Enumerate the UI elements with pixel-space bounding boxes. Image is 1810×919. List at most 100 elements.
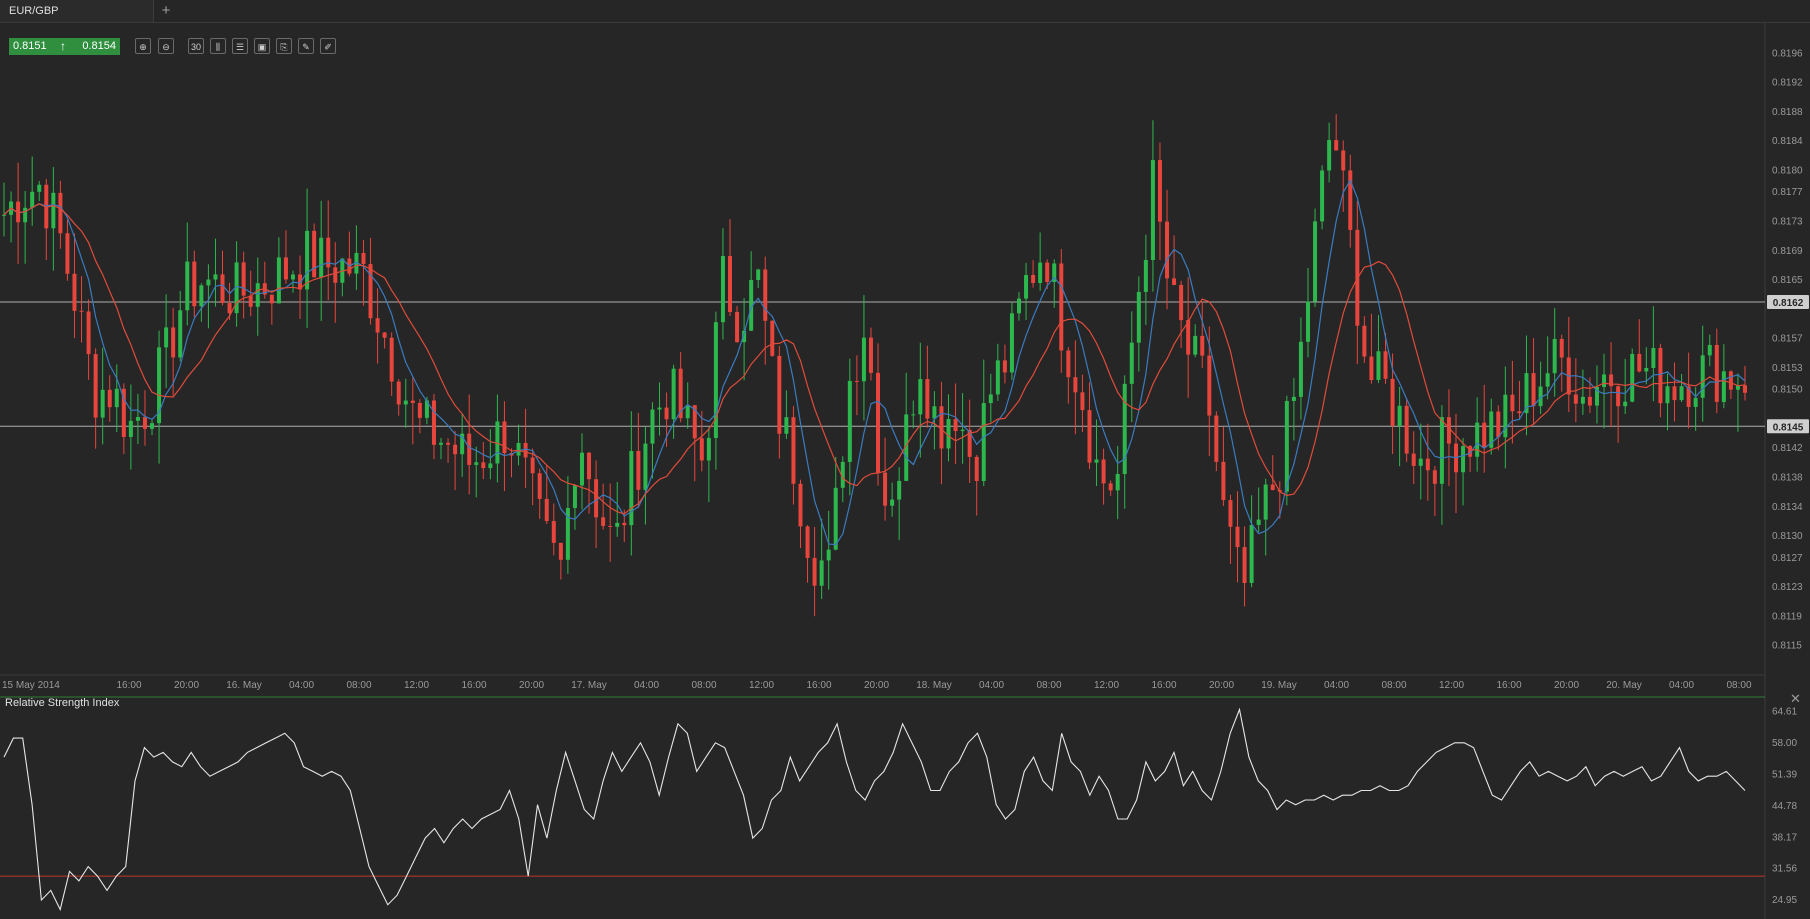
candle-body [1073,377,1078,393]
candle-body [594,479,599,518]
candle-body [37,184,42,192]
candle-body [1334,140,1339,151]
indicators-icon[interactable]: ☰ [232,38,248,54]
candle-body [1411,453,1416,466]
candle-body [283,257,288,280]
candle-body [1052,263,1057,282]
time-tick-label: 16:00 [116,680,141,691]
candle-body [453,444,458,455]
rsi-title: Relative Strength Index [5,697,120,709]
close-indicator-icon[interactable]: ✕ [1790,691,1801,706]
candle-body [234,262,239,314]
candle-body [1031,274,1036,283]
candle-body [735,311,740,343]
candle-body [1418,458,1423,466]
candle-body [410,400,415,403]
zoom-in-icon[interactable]: ⊕ [135,38,151,54]
chart-type-icon[interactable]: ⫼ [210,38,226,54]
moving-average-slow [3,203,1746,515]
candle-body [23,207,28,223]
time-tick-label: 12:00 [1439,680,1464,691]
candle-body [368,264,373,319]
candle-body [290,274,295,280]
quote-badge[interactable]: 0.8151 ↑ 0.8154 [9,38,120,55]
candle-body [897,480,902,500]
save-chart-icon[interactable]: ▣ [254,38,270,54]
candle-body [213,274,218,280]
candle-body [227,303,232,314]
candle-body [375,318,380,333]
time-tick-label: 20:00 [864,680,889,691]
candle-body [1602,374,1607,387]
candle-body [1179,284,1184,321]
candle-body [1503,394,1508,438]
candle-body [876,372,881,473]
candle-body [1475,422,1480,457]
candle-body [164,327,169,348]
tab-eurgbp[interactable]: EUR/GBP [0,0,154,22]
candle-body [890,499,895,506]
candle-body [79,310,84,312]
price-tick-label: 0.8196 [1772,48,1803,59]
rsi-tick-label: 51.39 [1772,769,1797,780]
time-tick-label: 20. May [1606,680,1642,691]
candle-body [1157,160,1162,222]
price-tick-label: 0.8119 [1772,611,1802,622]
time-tick-label: 08:00 [1036,680,1061,691]
candle-body [706,437,711,461]
candle-body [1524,373,1529,414]
candle-body [657,407,662,410]
candle-body [777,355,782,434]
candle-body [713,322,718,438]
rsi-tick-label: 31.56 [1772,864,1797,875]
candle-body [185,261,190,311]
candle-body [1728,371,1733,390]
candle-body [565,508,570,560]
zoom-out-icon[interactable]: ⊖ [158,38,174,54]
candle-body [382,332,387,338]
candle-body [424,400,429,418]
candle-body [601,517,606,526]
price-tick-label: 0.8173 [1772,216,1803,227]
candle-body [1108,483,1113,491]
price-tick-label: 0.8180 [1772,165,1803,176]
candle-body [446,442,451,445]
candle-body [1594,386,1599,406]
candle-body [854,380,859,382]
candle-body [255,283,260,307]
candle-body [615,522,620,527]
candle-body [1002,360,1007,373]
candle-body [749,280,754,331]
edit-icon[interactable]: ✎ [298,38,314,54]
candle-body [742,330,747,343]
time-tick-label: 08:00 [691,680,716,691]
candle-body [1376,351,1381,381]
attach-icon[interactable]: ⎘ [276,38,292,54]
add-tab-button[interactable]: + [161,2,171,19]
candle-body [911,414,916,416]
price-tick-label: 0.8188 [1772,107,1803,118]
time-tick-label: 17. May [571,680,607,691]
time-tick-label: 16. May [226,680,262,691]
candle-body [664,407,669,420]
price-tick-label: 0.8127 [1772,553,1803,564]
candle-body [537,473,542,499]
candle-body [1270,484,1275,491]
candle-body [1080,392,1085,411]
candle-body [1552,338,1557,374]
candle-body [1580,396,1585,404]
candle-body [1587,396,1592,406]
candle-body [643,443,648,490]
candle-body [523,442,528,458]
candle-body [1707,344,1712,356]
price-level-tag-label: 0.8145 [1773,422,1804,433]
candle-body [178,310,183,358]
time-tick-label: 04:00 [1324,680,1349,691]
rsi-tick-label: 38.17 [1772,832,1797,843]
candle-body [220,274,225,304]
candle-body [276,257,281,304]
timeframe-button[interactable]: 30 [188,38,204,54]
candle-body [1263,484,1268,520]
draw-tool-icon[interactable]: ✐ [320,38,336,54]
